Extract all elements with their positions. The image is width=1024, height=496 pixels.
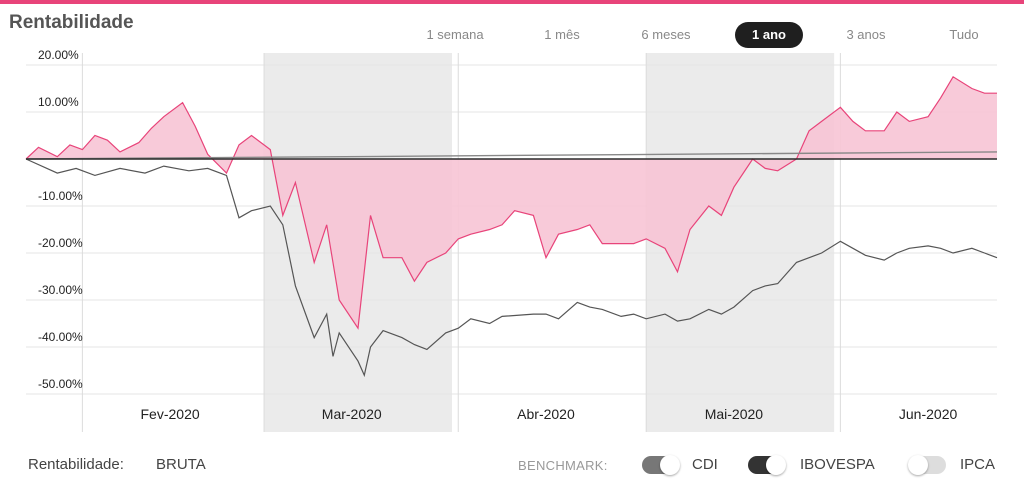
y-tick-label: -30.00% (38, 283, 83, 297)
x-tick-label: Fev-2020 (141, 406, 200, 422)
period-6-meses[interactable]: 6 meses (641, 27, 691, 42)
x-tick-label: Mai-2020 (705, 406, 764, 422)
cdi-line (25, 151, 998, 160)
ibovespa-label: IBOVESPA (800, 456, 875, 473)
x-tick-label: Abr-2020 (517, 406, 575, 422)
cdi-label: CDI (692, 456, 718, 473)
series-layer (25, 75, 998, 378)
y-tick-label: 10.00% (38, 95, 79, 109)
cdi-toggle[interactable] (642, 455, 680, 475)
y-axis-labels: 20.00% 10.00% -10.00% -20.00% -30.00% -40.00%… (38, 48, 83, 391)
period-1-semana[interactable]: 1 semana (426, 27, 484, 42)
x-tick-label: Mar-2020 (322, 406, 382, 422)
fund-area (26, 76, 997, 329)
period-tudo[interactable]: Tudo (949, 27, 979, 42)
top-accent-bar (0, 0, 1024, 4)
chart-footer: Rentabilidade: BRUTA BENCHMARK: CDI IBOV… (0, 450, 1024, 480)
ibovespa-toggle[interactable] (748, 455, 786, 475)
rentabilidade-mode[interactable]: BRUTA (156, 456, 206, 473)
ipca-label: IPCA (960, 456, 996, 473)
x-tick-label: Jun-2020 (899, 406, 958, 422)
chart-title: Rentabilidade (9, 12, 134, 33)
y-tick-label: -10.00% (38, 189, 83, 203)
rentabilidade-chart: 20.00% 10.00% -10.00% -20.00% -30.00% -40.00%… (25, 48, 998, 432)
y-tick-label: -20.00% (38, 236, 83, 250)
ibovespa-line (25, 158, 998, 378)
fund-line (25, 75, 997, 330)
period-1-mes[interactable]: 1 mês (544, 27, 580, 42)
rentabilidade-label: Rentabilidade: (28, 456, 124, 473)
x-axis-labels: Fev-2020 Mar-2020 Abr-2020 Mai-2020 Jun-2020 (141, 406, 958, 422)
benchmark-label: BENCHMARK: (518, 458, 608, 473)
ipca-toggle[interactable] (908, 455, 946, 475)
period-3-anos[interactable]: 3 anos (846, 27, 886, 42)
period-selector: 1 semana 1 mês 6 meses 1 ano 3 anos Tudo (400, 22, 1010, 48)
y-tick-label: -40.00% (38, 330, 83, 344)
period-1-ano[interactable]: 1 ano (735, 22, 803, 48)
gridlines (26, 53, 997, 432)
y-tick-label: 20.00% (38, 48, 79, 62)
y-tick-label: -50.00% (38, 377, 83, 391)
